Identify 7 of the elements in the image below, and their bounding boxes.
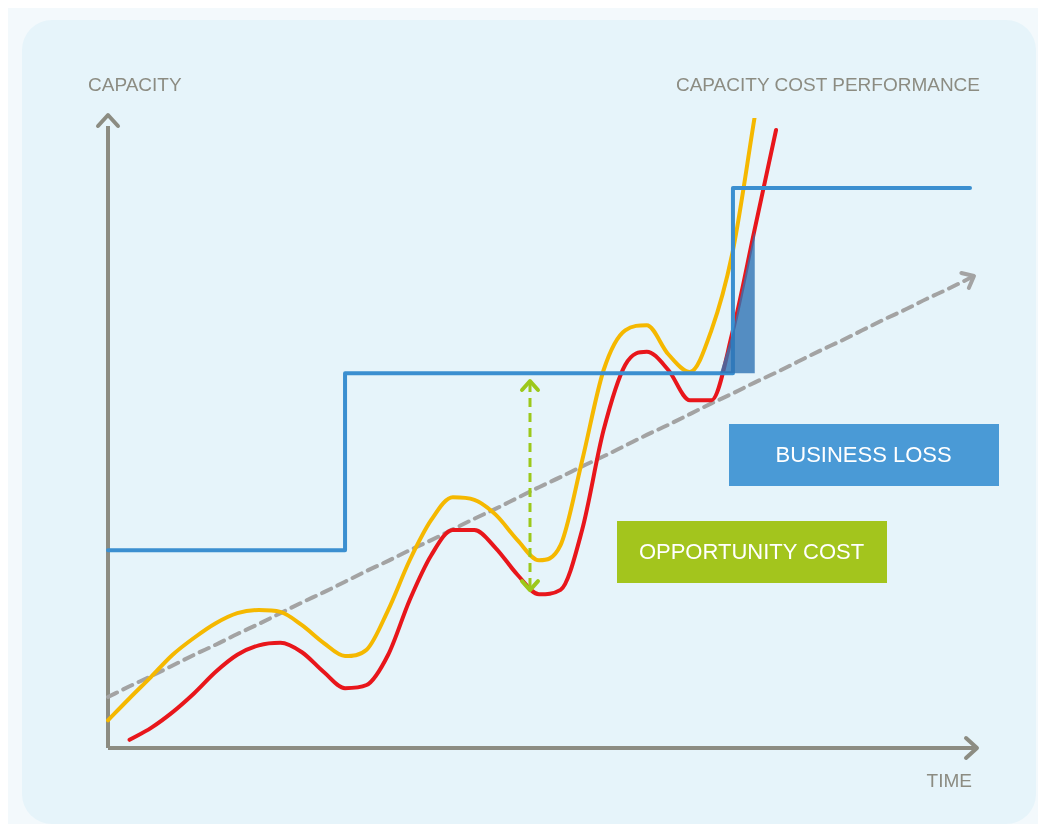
annotation: OPPORTUNITY COST — [638, 539, 865, 566]
text-box: BUSINESS LOSS — [728, 423, 999, 486]
x-axis-title: TIME — [926, 770, 972, 792]
y-axis-title: CAPACITY — [88, 74, 182, 96]
annotation: BUSINESS LOSS — [775, 441, 952, 468]
text-box: OPPORTUNITY COST — [616, 521, 887, 584]
chart-title: CAPACITY COST PERFORMANCE — [675, 74, 980, 96]
